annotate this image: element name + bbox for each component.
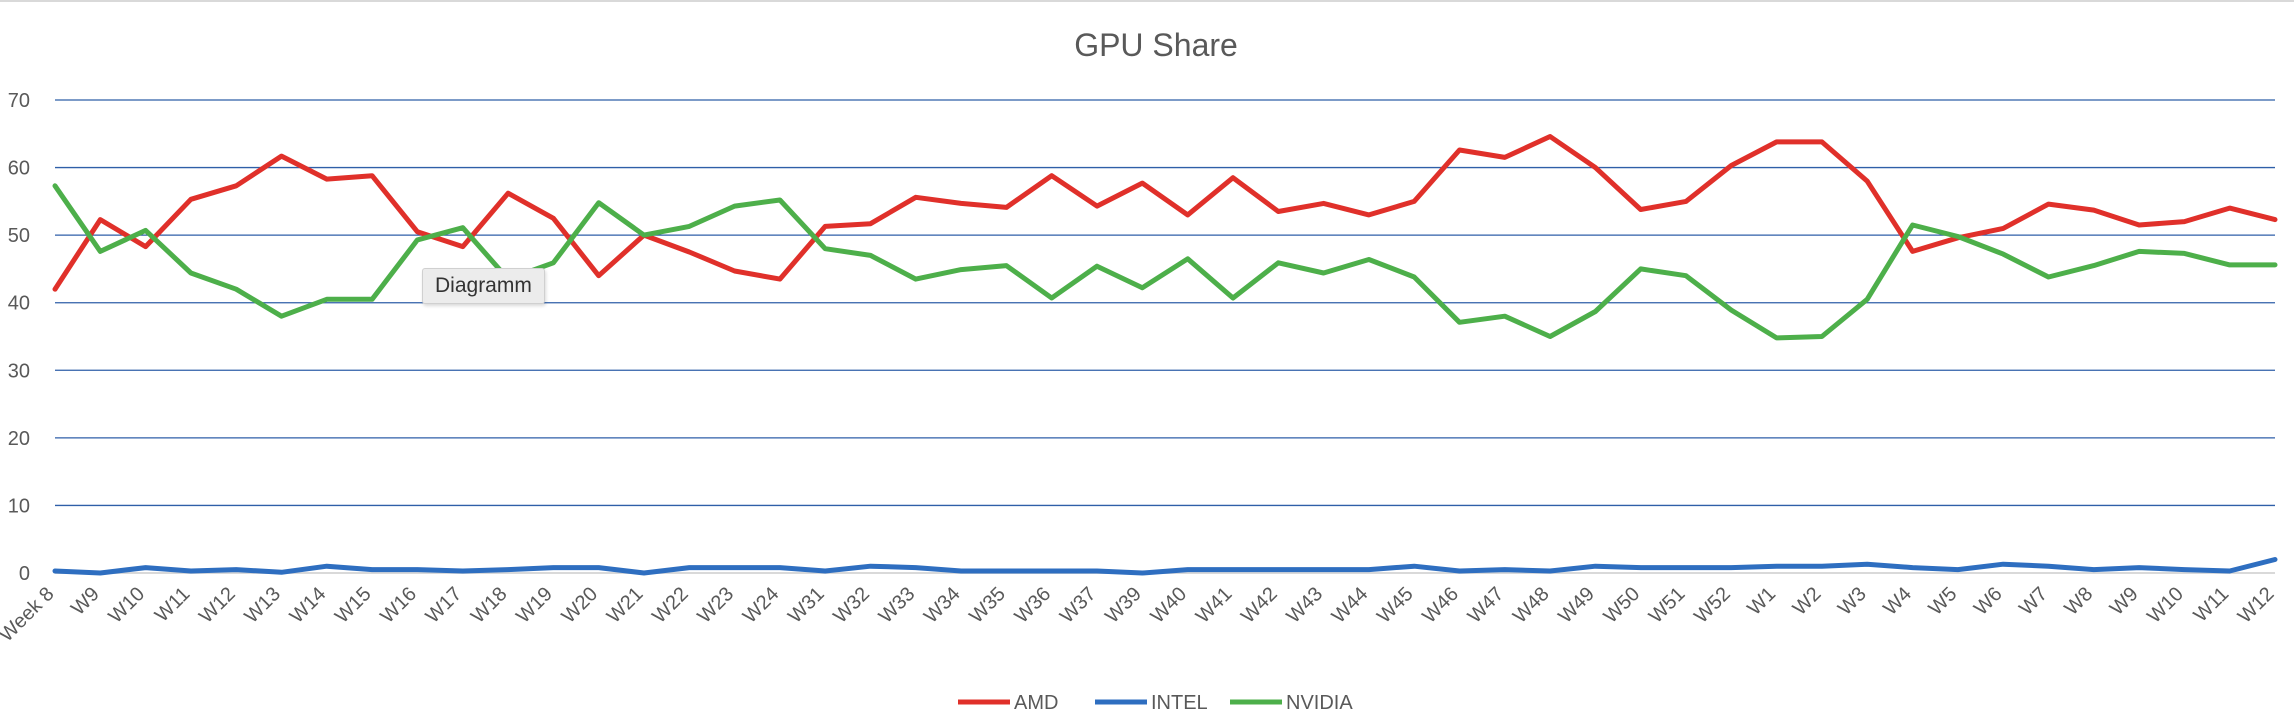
x-tick-label: W19 bbox=[512, 583, 557, 628]
x-tick-label: W33 bbox=[875, 583, 920, 628]
x-tick-label: W43 bbox=[1282, 583, 1327, 628]
x-tick-label: W45 bbox=[1373, 583, 1418, 628]
x-tick-label: W1 bbox=[1743, 583, 1780, 620]
y-tick-label: 50 bbox=[8, 225, 30, 247]
x-tick-label: W34 bbox=[920, 583, 965, 628]
x-tick-label: W12 bbox=[2234, 583, 2279, 628]
x-tick-label: W11 bbox=[151, 583, 195, 627]
x-tick-label: W8 bbox=[2061, 583, 2098, 620]
x-tick-label: W50 bbox=[1600, 583, 1645, 628]
x-tick-label: W21 bbox=[603, 583, 648, 628]
y-tick-label: 30 bbox=[8, 360, 30, 382]
x-tick-label: W41 bbox=[1192, 583, 1237, 628]
series-line-nvidia bbox=[52, 183, 2278, 341]
y-tick-label: 40 bbox=[8, 293, 30, 315]
x-tick-label: W9 bbox=[67, 583, 104, 620]
chart-title: GPU Share bbox=[1074, 27, 1238, 63]
x-tick-label: W48 bbox=[1509, 583, 1554, 628]
series-line-amd bbox=[52, 134, 2278, 292]
x-tick-label: W13 bbox=[240, 583, 285, 628]
x-tick-label: W39 bbox=[1101, 583, 1146, 628]
x-tick-label: W5 bbox=[1925, 583, 1962, 620]
chart-tooltip: Diagramm bbox=[422, 268, 545, 304]
x-tick-label: W11 bbox=[2190, 583, 2234, 627]
x-tick-label: W10 bbox=[105, 583, 150, 628]
x-tick-label: W24 bbox=[739, 583, 784, 628]
x-tick-label: Week 8 bbox=[0, 583, 59, 646]
x-tick-label: W52 bbox=[1690, 583, 1735, 628]
x-tick-label: W6 bbox=[1970, 583, 2007, 620]
y-tick-label: 60 bbox=[8, 158, 30, 180]
x-tick-label: W32 bbox=[829, 583, 874, 628]
x-tick-label: W51 bbox=[1645, 583, 1690, 628]
y-tick-label: 10 bbox=[8, 495, 30, 517]
x-tick-label: W35 bbox=[965, 583, 1010, 628]
legend-label-amd: AMD bbox=[1014, 692, 1058, 714]
x-tick-label: W16 bbox=[376, 583, 421, 628]
x-tick-label: W46 bbox=[1418, 583, 1463, 628]
x-tick-label: W9 bbox=[2106, 583, 2143, 620]
x-tick-label: W31 bbox=[784, 583, 829, 628]
x-tick-label: W49 bbox=[1554, 583, 1599, 628]
x-tick-label: W12 bbox=[195, 583, 240, 628]
x-tick-label: W17 bbox=[422, 583, 467, 628]
x-tick-label: W7 bbox=[2015, 583, 2052, 620]
x-tick-label: W42 bbox=[1237, 583, 1282, 628]
y-tick-label: 0 bbox=[19, 563, 30, 585]
x-tick-label: W4 bbox=[1879, 583, 1916, 620]
x-tick-label: W14 bbox=[286, 583, 331, 628]
legend-label-nvidia: NVIDIA bbox=[1286, 692, 1353, 714]
x-tick-label: W36 bbox=[1011, 583, 1056, 628]
x-tick-label: W44 bbox=[1328, 583, 1373, 628]
x-tick-label: W47 bbox=[1464, 583, 1509, 628]
x-tick-label: W23 bbox=[693, 583, 738, 628]
x-tick-label: W15 bbox=[331, 583, 376, 628]
x-tick-label: W18 bbox=[467, 583, 512, 628]
x-tick-label: W37 bbox=[1056, 583, 1101, 628]
y-tick-label: 70 bbox=[8, 90, 30, 112]
x-tick-label: W2 bbox=[1789, 583, 1826, 620]
y-tick-label: 20 bbox=[8, 428, 30, 450]
x-tick-label: W3 bbox=[1834, 583, 1871, 620]
x-tick-label: W22 bbox=[648, 583, 693, 628]
x-tick-label: W40 bbox=[1147, 583, 1192, 628]
x-tick-label: W10 bbox=[2143, 583, 2188, 628]
series-line-intel bbox=[52, 557, 2278, 576]
x-tick-label: W20 bbox=[558, 583, 603, 628]
legend-label-intel: INTEL bbox=[1151, 692, 1208, 714]
